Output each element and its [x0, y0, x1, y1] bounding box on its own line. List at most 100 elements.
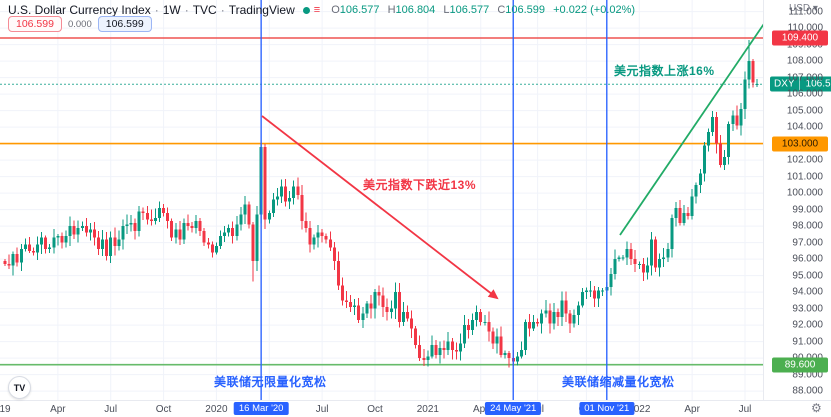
price-tick-label: 111.000 [788, 6, 823, 18]
symbol-title[interactable]: U.S. Dollar Currency Index [8, 3, 151, 17]
candle [556, 311, 560, 317]
candle [637, 264, 641, 266]
candle [739, 108, 743, 126]
gear-icon[interactable]: ⚙ [811, 401, 822, 415]
candle [682, 212, 686, 223]
candle [31, 250, 35, 253]
price-scale[interactable] [763, 0, 831, 400]
ideas-list-icon[interactable]: ≡ [313, 4, 321, 16]
event-date-badge[interactable]: 24 May '21 [485, 402, 542, 415]
interval-label[interactable]: 1W [162, 3, 181, 17]
price-tick-label: 100.000 [786, 187, 823, 199]
candle [491, 331, 495, 344]
time-scale[interactable] [0, 400, 831, 417]
candle [27, 244, 31, 251]
candle [255, 214, 259, 261]
tradingview-logo[interactable]: TV [8, 376, 31, 399]
candle [462, 325, 466, 344]
candle [304, 221, 308, 228]
candle [495, 336, 499, 344]
brand-label: TradingView [228, 3, 295, 17]
candle [385, 306, 389, 312]
candle [202, 231, 206, 243]
candle [158, 207, 162, 218]
event-date-badge[interactable]: 16 Mar '20 [233, 402, 289, 415]
candle [479, 311, 483, 322]
candle [316, 232, 320, 238]
time-tick-label: 2022 [628, 404, 651, 415]
candle [182, 222, 186, 240]
candle [719, 143, 723, 166]
buy-button[interactable]: 106.599 [97, 16, 152, 32]
annotation-decline[interactable]: 美元指数下跌近13% [363, 178, 477, 192]
candle [414, 328, 418, 345]
low-value: 106.577 [449, 4, 490, 16]
price-tick-label: 110.000 [787, 22, 823, 34]
candle [552, 311, 556, 324]
price-tick-label: 101.000 [786, 171, 823, 183]
candle [690, 196, 694, 217]
time-tick-label: Jul [104, 404, 118, 415]
candle [625, 249, 629, 258]
candle [153, 217, 157, 222]
candle [597, 290, 601, 299]
time-tick-label: Apr [472, 404, 489, 415]
price-tick-label: 106.000 [786, 88, 823, 100]
candle [357, 305, 361, 321]
spread-value: 0.000 [67, 18, 92, 30]
candle [84, 226, 88, 233]
trend-arrow[interactable] [261, 115, 499, 300]
price-tick-label: 98.000 [792, 220, 823, 232]
price-tick-label: 91.000 [792, 336, 823, 348]
candle [178, 229, 182, 240]
symbol-legend[interactable]: U.S. Dollar Currency Index · 1W · TVC · … [8, 3, 635, 17]
candle [284, 186, 288, 202]
candle [438, 348, 442, 355]
candle [483, 321, 487, 323]
candle [430, 344, 434, 357]
candle [751, 61, 755, 83]
market-status-icon[interactable] [302, 6, 310, 14]
time-tick-label: 2021 [416, 404, 439, 415]
annotation-qe[interactable]: 美联储无限量化宽松 [214, 375, 327, 389]
candle [641, 264, 645, 273]
candle [288, 198, 292, 202]
candle [243, 204, 247, 215]
candle [48, 247, 52, 250]
candle [332, 247, 336, 261]
trend-arrow[interactable] [619, 10, 774, 236]
candle [353, 305, 357, 307]
candle [166, 212, 170, 222]
currency-label: USD [789, 3, 811, 14]
price-tick-label: 94.000 [792, 286, 823, 298]
candle [235, 224, 239, 236]
candle [19, 249, 23, 263]
candle [613, 259, 617, 274]
level-price-badge: 103.000 [772, 136, 828, 152]
price-tick-label: 92.000 [792, 319, 823, 331]
candle [101, 239, 105, 250]
low-label: L [443, 4, 450, 16]
price-tick-label: 105.000 [786, 105, 823, 117]
candle [499, 336, 503, 355]
candle [397, 292, 401, 322]
annotation-rise[interactable]: 美元指数上涨16% [614, 64, 715, 78]
price-tick-label: 104.000 [786, 121, 823, 133]
event-date-badge[interactable]: 01 Nov '21 [579, 402, 635, 415]
candle [125, 224, 129, 227]
candle [670, 217, 674, 250]
price-scale-currency-toggle[interactable]: USD ▾ [789, 3, 818, 14]
candle [393, 292, 397, 309]
open-label: O [331, 4, 340, 16]
candle [747, 61, 751, 80]
candle [442, 348, 446, 350]
close-value: 106.599 [505, 4, 546, 16]
annotation-taper[interactable]: 美联储缩减量化宽松 [562, 375, 675, 389]
candle [44, 237, 48, 250]
candle [92, 229, 96, 238]
candle [324, 236, 328, 240]
candle [519, 349, 523, 357]
level-price-badge: 109.400 [772, 30, 828, 46]
sell-button[interactable]: 106.599 [8, 16, 62, 32]
